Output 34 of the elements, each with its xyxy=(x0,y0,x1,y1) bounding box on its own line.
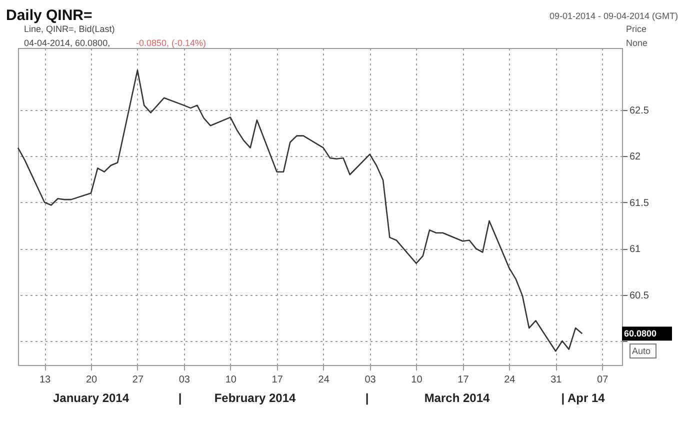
text: | xyxy=(365,391,369,405)
y-tick-label: 61.5 xyxy=(630,198,650,209)
chart-subtitle: 09-01-2014 - 09-04-2014 (GMT) xyxy=(549,11,678,21)
x-tick-label: 27 xyxy=(132,374,144,386)
text: | xyxy=(178,391,182,405)
text: -0.0850, (-0.14%) xyxy=(136,38,206,48)
x-tick-label: 10 xyxy=(225,374,237,386)
text: February 2014 xyxy=(214,391,296,405)
text: 04-04-2014, 60.0800, xyxy=(24,38,110,48)
y-tick-label: 60.5 xyxy=(630,290,650,302)
y-tick-label: 62.5 xyxy=(630,105,650,116)
text: March 2014 xyxy=(424,391,490,405)
x-tick-label: 20 xyxy=(86,374,98,386)
x-tick-label: 24 xyxy=(504,374,516,386)
chart-title: Daily QINR= xyxy=(6,7,93,24)
text: 60.0800 xyxy=(624,328,657,339)
text: Auto xyxy=(632,346,651,356)
x-tick-label: 24 xyxy=(318,374,330,386)
x-tick-label: 31 xyxy=(550,374,562,386)
x-tick-label: 07 xyxy=(597,374,609,386)
y-tick-label: 62 xyxy=(630,152,642,163)
x-tick-label: 03 xyxy=(364,374,376,386)
text: January 2014 xyxy=(52,391,130,405)
x-tick-label: 13 xyxy=(39,374,52,386)
text: | Apr 14 xyxy=(561,391,606,405)
x-tick-label: 17 xyxy=(458,374,470,386)
x-tick-label: 10 xyxy=(411,374,423,386)
line-series xyxy=(17,70,583,352)
x-tick-label: 03 xyxy=(178,374,190,386)
y-tick-label: 61 xyxy=(630,244,642,256)
text: Line, QINR=, Bid(Last) xyxy=(24,24,115,34)
y-axis-title: Price xyxy=(626,24,647,34)
text: None xyxy=(626,38,648,48)
x-tick-label: 17 xyxy=(272,374,284,386)
